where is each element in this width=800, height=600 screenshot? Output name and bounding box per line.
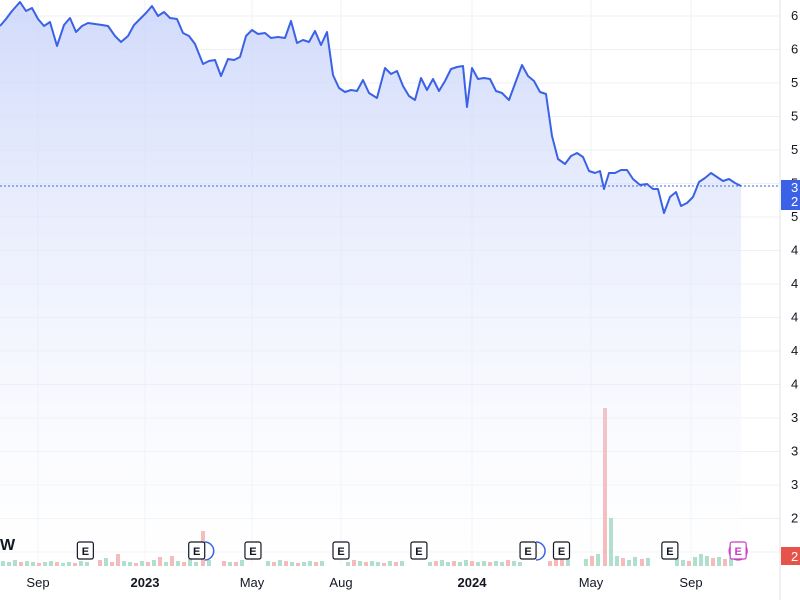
earnings-marker-icon: E [661, 541, 679, 560]
earnings-marker-icon: E [552, 541, 571, 560]
y-tick-label: 6 [791, 42, 798, 57]
current-price-label: 3 [791, 180, 798, 195]
earnings-box-icon [410, 541, 428, 560]
earnings-marker-icon: E [244, 541, 262, 560]
earnings-marker-icon: E [188, 541, 215, 561]
earnings-marker-icon: E [519, 541, 546, 561]
y-tick-label: 4 [791, 343, 798, 358]
earnings-marker-label: E [666, 546, 673, 558]
earnings-marker-label: E [734, 546, 741, 558]
x-tick-label: Aug [329, 575, 352, 590]
earnings-box-icon [188, 541, 206, 560]
x-tick-label: Sep [26, 575, 49, 590]
earnings-box-icon [332, 541, 350, 560]
y-tick-label: 5 [791, 209, 798, 224]
y-tick-label: 4 [791, 310, 798, 325]
current-price-label: 2 [791, 194, 798, 209]
y-tick-label: 5 [791, 75, 798, 90]
x-tick-label: May [579, 575, 604, 590]
earnings-marker-icon: E [332, 541, 350, 560]
x-tick-label: 2024 [458, 575, 488, 590]
split-marker-icon [535, 541, 546, 561]
x-axis: Sep 2023 May Aug 2024 May Sep [26, 575, 702, 590]
current-price-badge [781, 180, 800, 210]
earnings-marker-label: E [337, 546, 344, 558]
x-tick-label: Sep [679, 575, 702, 590]
y-tick-label: 2 [791, 511, 798, 526]
y-tick-label: 3 [791, 477, 798, 492]
earnings-marker-label: E [249, 546, 256, 558]
volume-badge-label: 2 [791, 549, 798, 564]
split-marker-icon [204, 541, 215, 561]
earnings-marker-icon: E [728, 541, 748, 561]
earnings-box-icon [76, 541, 94, 560]
price-line [0, 1, 742, 214]
earnings-box-icon [519, 541, 537, 560]
earnings-marker-label: E [558, 546, 565, 558]
earnings-marker-icon: E [76, 541, 94, 560]
y-tick-label: 4 [791, 243, 798, 258]
watermark-logo: W [0, 537, 16, 554]
y-tick-label: 4 [791, 377, 798, 392]
earnings-marker-label: E [82, 546, 89, 558]
y-tick-label: 5 [791, 142, 798, 157]
earnings-marker-label: E [193, 546, 200, 558]
earnings-box-icon [244, 541, 262, 560]
y-tick-label: 3 [791, 410, 798, 425]
y-tick-label: 5 [791, 109, 798, 124]
earnings-box-icon [661, 541, 679, 560]
earnings-box-icon [552, 541, 571, 560]
y-tick-label: 6 [791, 8, 798, 23]
x-tick-label: May [240, 575, 265, 590]
y-tick-label: 4 [791, 276, 798, 291]
earnings-box-icon [729, 541, 747, 560]
volume-badge [781, 547, 800, 565]
y-axis: 66555554444433323322 [781, 8, 800, 565]
earnings-marker-icon: E [410, 541, 428, 560]
earnings-marker-label: E [524, 546, 531, 558]
y-tick-label: 3 [791, 444, 798, 459]
earnings-marker-label: E [415, 546, 422, 558]
price-area [0, 2, 741, 566]
x-tick-label: 2023 [131, 575, 160, 590]
